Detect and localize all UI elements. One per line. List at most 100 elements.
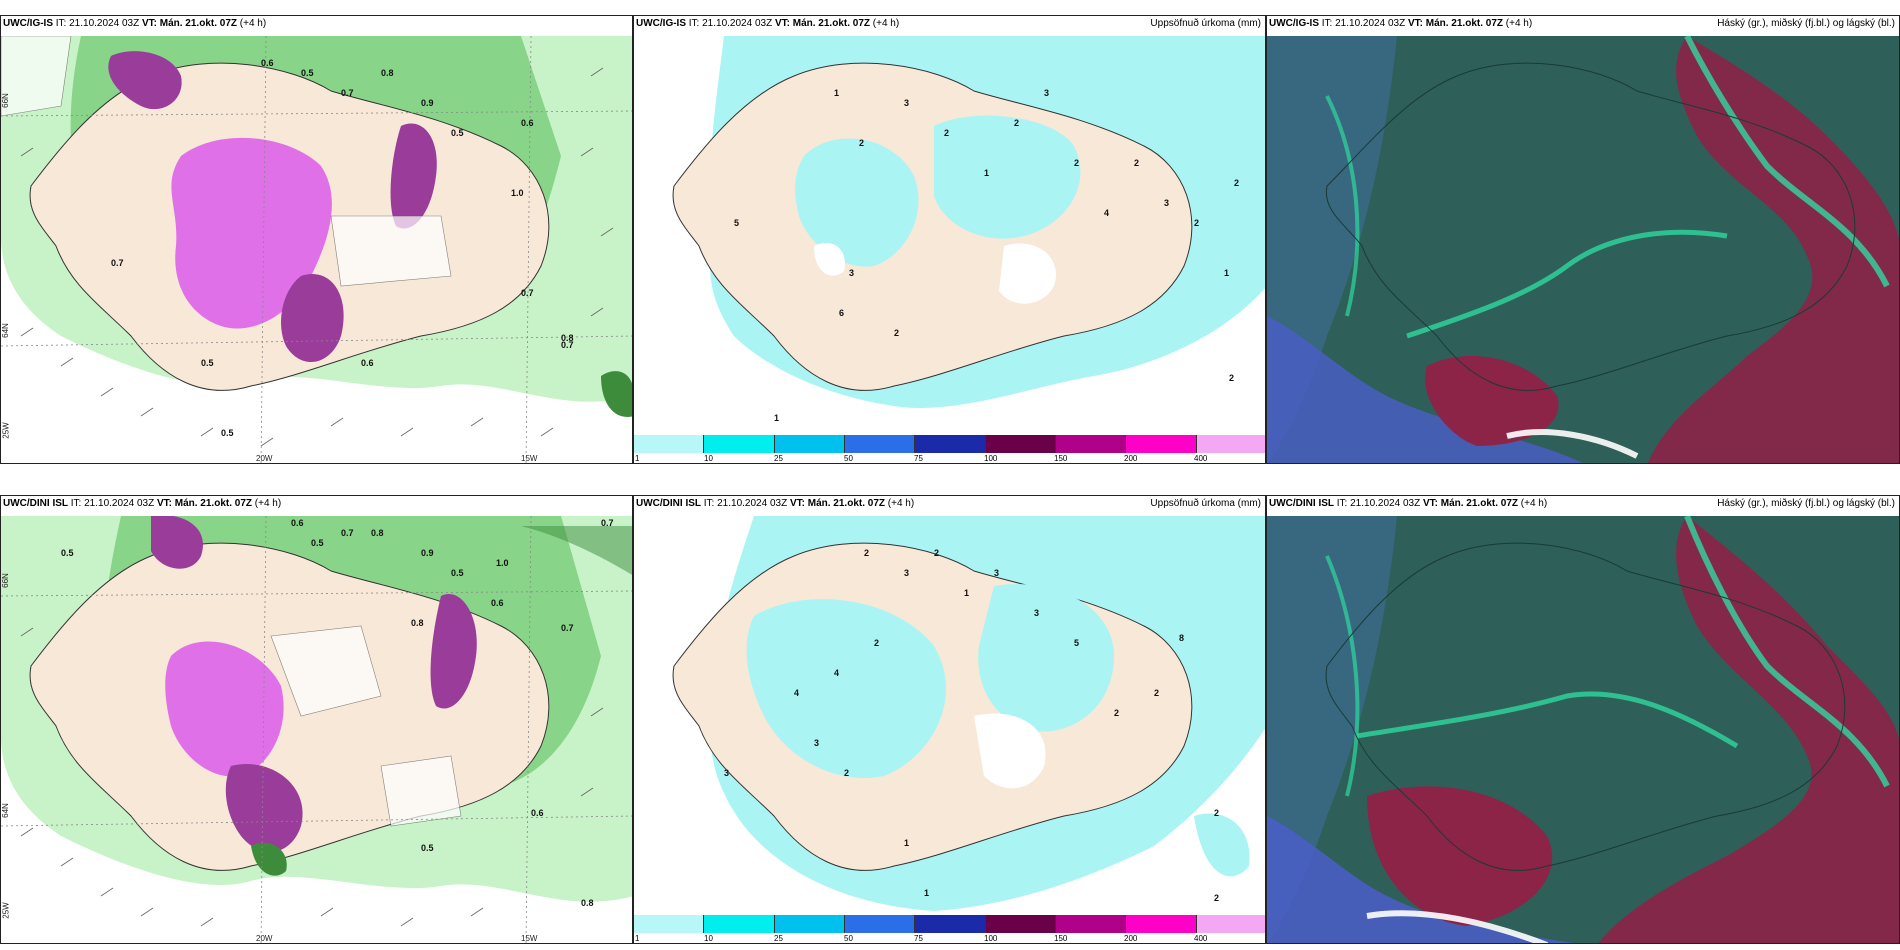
lon-label: 15W bbox=[521, 454, 538, 463]
wind-value: 0.6 bbox=[291, 518, 304, 528]
wind-value: 0.8 bbox=[581, 898, 594, 908]
precip-value: 2 bbox=[1234, 178, 1239, 188]
wind-value: 0.7 bbox=[341, 88, 354, 98]
colorbar-swatch bbox=[704, 435, 775, 453]
precip-value: 2 bbox=[934, 548, 939, 558]
precip-value: 5 bbox=[734, 218, 739, 228]
precip-value: 3 bbox=[1164, 198, 1169, 208]
precip-value: 3 bbox=[724, 768, 729, 778]
colorbar-swatch bbox=[1126, 435, 1197, 453]
panel-wind-row2: UWC/DINI ISL IT: 21.10.2024 03Z VT: Mán.… bbox=[0, 495, 633, 944]
precip-value: 2 bbox=[874, 638, 879, 648]
precip-value: 1 bbox=[924, 888, 929, 898]
colorbar-tick: 50 bbox=[844, 454, 853, 463]
precip-value: 3 bbox=[994, 568, 999, 578]
colorbar-swatch bbox=[985, 915, 1056, 933]
precip-value: 2 bbox=[1154, 688, 1159, 698]
colorbar-swatch bbox=[844, 915, 916, 933]
wind-map: 0.6 0.5 0.7 0.8 0.9 0.5 0.6 1.0 0.7 0.8 … bbox=[1, 516, 632, 943]
panel-title: UWC/DINI ISL IT: 21.10.2024 03Z VT: Mán.… bbox=[3, 498, 282, 509]
lon-label: 15W bbox=[521, 934, 538, 943]
wind-value: 0.7 bbox=[561, 623, 574, 633]
colorbar-tick: 75 bbox=[914, 454, 923, 463]
colorbar-tick: 10 bbox=[704, 454, 713, 463]
wind-value: 0.6 bbox=[521, 118, 534, 128]
panel-precip-row2: UWC/DINI ISL IT: 21.10.2024 03Z VT: Mán.… bbox=[633, 495, 1266, 944]
wind-value: 1.0 bbox=[511, 188, 524, 198]
panel-title: UWC/IG-IS IT: 21.10.2024 03Z VT: Mán. 21… bbox=[3, 18, 267, 29]
lon-label: 25W bbox=[1, 422, 11, 439]
colorbar-swatch bbox=[1196, 915, 1265, 933]
wind-map: 0.6 0.5 0.7 0.8 0.9 0.5 0.6 1.0 0.7 0.8 … bbox=[1, 36, 632, 463]
precip-value: 3 bbox=[1034, 608, 1039, 618]
wind-value: 0.8 bbox=[561, 333, 574, 343]
colorbar-swatch bbox=[634, 435, 705, 453]
colorbar-tick: 75 bbox=[914, 934, 923, 943]
precip-map: 2 3 2 1 3 4 2 3 5 8 2 4 3 2 1 2 3 2 1 2 bbox=[634, 516, 1265, 921]
colorbar-tick: 50 bbox=[844, 934, 853, 943]
colorbar-tick: 400 bbox=[1194, 454, 1208, 463]
wind-value: 0.9 bbox=[421, 548, 434, 558]
precip-value: 2 bbox=[859, 138, 864, 148]
panel-title: UWC/DINI ISL IT: 21.10.2024 03Z VT: Mán.… bbox=[636, 498, 915, 509]
wind-value: 0.7 bbox=[341, 528, 354, 538]
colorbar-tick: 100 bbox=[984, 934, 998, 943]
lat-label: 66N bbox=[0, 93, 10, 108]
panel-title: UWC/IG-IS IT: 21.10.2024 03Z VT: Mán. 21… bbox=[1269, 18, 1533, 29]
wind-value: 1.0 bbox=[496, 558, 509, 568]
precip-value: 2 bbox=[1134, 158, 1139, 168]
precip-value: 4 bbox=[1104, 208, 1109, 218]
precip-value: 1 bbox=[1224, 268, 1229, 278]
colorbar-swatch bbox=[774, 435, 845, 453]
colorbar-swatch bbox=[634, 915, 705, 933]
precip-value: 2 bbox=[894, 328, 899, 338]
colorbar-swatch bbox=[915, 435, 986, 453]
lon-label: 20W bbox=[256, 454, 273, 463]
precip-value: 5 bbox=[1074, 638, 1079, 648]
lat-label: 64N bbox=[0, 803, 10, 818]
precip-value: 2 bbox=[1014, 118, 1019, 128]
wind-value: 0.5 bbox=[221, 428, 234, 438]
wind-value: 0.7 bbox=[521, 288, 534, 298]
panel-title: UWC/DINI ISL IT: 21.10.2024 03Z VT: Mán.… bbox=[1269, 498, 1548, 509]
wind-value: 0.5 bbox=[301, 68, 314, 78]
panel-cloud-row2: UWC/DINI ISL IT: 21.10.2024 03Z VT: Mán.… bbox=[1266, 495, 1900, 944]
colorbar-swatch bbox=[1126, 915, 1197, 933]
wind-value: 0.8 bbox=[411, 618, 424, 628]
wind-value: 0.6 bbox=[261, 58, 274, 68]
precip-value: 1 bbox=[904, 838, 909, 848]
precip-value: 2 bbox=[1114, 708, 1119, 718]
lon-label: 25W bbox=[1, 902, 11, 919]
colorbar bbox=[634, 915, 1265, 933]
wind-value: 0.8 bbox=[371, 528, 384, 538]
colorbar-tick: 200 bbox=[1124, 454, 1138, 463]
panel-precip-row1: UWC/IG-IS IT: 21.10.2024 03Z VT: Mán. 21… bbox=[633, 15, 1266, 464]
panel-title: UWC/IG-IS IT: 21.10.2024 03Z VT: Mán. 21… bbox=[636, 18, 900, 29]
colorbar-swatch bbox=[1055, 915, 1127, 933]
precip-value: 2 bbox=[1074, 158, 1079, 168]
colorbar-tick: 400 bbox=[1194, 934, 1208, 943]
precip-value: 3 bbox=[904, 98, 909, 108]
colorbar-tick: 25 bbox=[774, 934, 783, 943]
colorbar-tick: 25 bbox=[774, 454, 783, 463]
lat-label: 64N bbox=[0, 323, 10, 338]
colorbar-tick: 150 bbox=[1054, 454, 1068, 463]
colorbar-swatch bbox=[704, 915, 775, 933]
precip-value: 3 bbox=[814, 738, 819, 748]
colorbar-tick: 200 bbox=[1124, 934, 1138, 943]
colorbar-swatch bbox=[774, 915, 845, 933]
panel-subtitle: Uppsöfnuð úrkoma (mm) bbox=[1150, 18, 1261, 29]
panel-subtitle: Uppsöfnuð úrkoma (mm) bbox=[1150, 498, 1261, 509]
colorbar-swatch bbox=[915, 915, 986, 933]
precip-value: 6 bbox=[839, 308, 844, 318]
wind-value: 0.9 bbox=[421, 98, 434, 108]
precip-value: 4 bbox=[794, 688, 799, 698]
panel-subtitle: Háský (gr.), miðský (fj.bl.) og lágský (… bbox=[1717, 498, 1895, 509]
colorbar-tick: 10 bbox=[704, 934, 713, 943]
colorbar bbox=[634, 435, 1265, 453]
precip-value: 2 bbox=[1229, 373, 1234, 383]
wind-value: 0.7 bbox=[561, 340, 574, 350]
precip-value: 3 bbox=[1044, 88, 1049, 98]
precip-value: 2 bbox=[944, 128, 949, 138]
wind-value: 0.7 bbox=[111, 258, 124, 268]
